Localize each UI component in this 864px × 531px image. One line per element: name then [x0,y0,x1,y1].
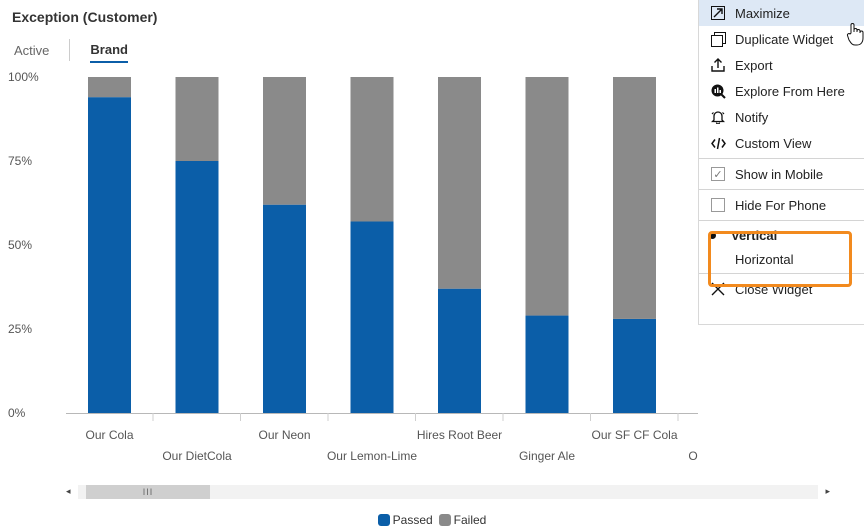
x-tick-label: Hires Root Beer [417,428,502,442]
menu-item-custom-view[interactable]: Custom View [699,130,864,156]
menu-item-close-widget[interactable]: Close Widget [699,276,864,302]
scroll-left-arrow-icon[interactable]: ◂ [66,486,71,496]
legend-item-passed[interactable]: Passed [377,513,433,527]
view-tabs: Active Brand [14,39,128,65]
duplicate-icon [709,30,727,48]
bar-failed-0 [88,77,131,98]
x-tick-label: Our Cola [85,428,133,442]
menu-item-maximize[interactable]: Maximize [699,0,864,26]
tab-active[interactable]: Active [14,42,50,58]
menu-label: Horizontal [735,251,794,267]
widget-context-menu: Maximize Duplicate Widget Export Explore… [698,0,864,325]
legend-item-failed[interactable]: Failed [438,513,487,527]
bar-failed-2 [263,77,306,205]
menu-label: Hide For Phone [735,197,827,213]
bar-failed-6 [613,77,656,319]
menu-label: Export [735,57,773,73]
scroll-right-arrow-icon[interactable]: ▸ [825,486,830,496]
menu-divider [699,189,864,190]
maximize-icon [709,4,727,22]
checkbox-checked-icon[interactable]: ✓ [709,165,727,183]
menu-item-horizontal[interactable]: Horizontal [699,247,864,271]
explore-icon [709,82,727,100]
x-tick-label: Our DietCola [162,449,232,463]
bar-passed-6 [613,318,656,413]
menu-label: Show in Mobile [735,166,824,182]
menu-item-hide-for-phone[interactable]: Hide For Phone [699,192,864,218]
hand-pointer-icon [846,22,864,51]
radio-selected-icon [705,226,719,244]
menu-label: Vertical [731,227,778,243]
widget-title: Exception (Customer) [12,9,158,25]
x-tick-label: Ginger Ale [519,449,575,463]
menu-label: Close Widget [735,281,813,297]
legend-swatch-failed [438,514,451,526]
menu-item-vertical[interactable]: Vertical [699,223,864,247]
menu-label: Duplicate Widget [735,31,834,47]
tab-brand[interactable]: Brand [90,42,128,63]
scroll-track[interactable]: III [78,485,818,499]
chart-legend: Passed Failed [0,513,864,527]
x-tick-label: Our Lemon-Lime [327,449,417,463]
legend-label-failed: Failed [453,513,487,527]
export-icon [709,56,727,74]
x-tick-label: Our Neon [258,428,310,442]
code-icon [709,134,727,152]
menu-label: Maximize [735,5,790,21]
chart-scrollbar[interactable]: ◂ III ▸ [66,483,830,501]
y-tick-label: 0% [8,406,26,420]
menu-item-show-in-mobile[interactable]: ✓ Show in Mobile [699,161,864,187]
y-tick-label: 100% [8,70,39,84]
menu-label: Custom View [735,135,812,151]
y-tick-label: 75% [8,154,32,168]
bar-failed-3 [350,77,394,222]
checkbox-unchecked-icon[interactable] [709,196,727,214]
bell-icon [709,108,727,126]
scroll-thumb[interactable]: III [86,485,210,499]
bar-passed-3 [350,221,394,413]
menu-divider [699,158,864,159]
bar-passed-5 [525,315,569,413]
menu-label: Explore From Here [735,83,845,99]
y-tick-label: 50% [8,238,32,252]
menu-label: Notify [735,109,769,125]
x-tick-label: Our CF Cola [688,449,698,463]
menu-item-export[interactable]: Export [699,52,864,78]
menu-divider [699,220,864,221]
stacked-bar-chart: 0% 25% 50% 75% 100% Our Cola Our DietCola Our N… [8,70,698,463]
menu-item-explore-from-here[interactable]: Explore From Here [699,78,864,104]
y-tick-label: 25% [8,322,32,336]
bar-failed-5 [525,77,569,316]
tab-divider [69,39,71,61]
x-tick-label: Our SF CF Cola [591,428,677,442]
bar-failed-4 [438,77,481,289]
menu-divider [699,273,864,274]
bar-passed-1 [175,161,219,413]
bar-failed-1 [175,77,219,161]
bar-passed-0 [88,97,131,413]
menu-item-duplicate-widget[interactable]: Duplicate Widget [699,26,864,52]
menu-item-notify[interactable]: Notify [699,104,864,130]
close-icon [709,280,727,298]
bar-passed-4 [438,288,481,413]
legend-swatch-passed [377,514,390,526]
legend-label-passed: Passed [392,513,433,527]
bar-passed-2 [263,204,306,413]
